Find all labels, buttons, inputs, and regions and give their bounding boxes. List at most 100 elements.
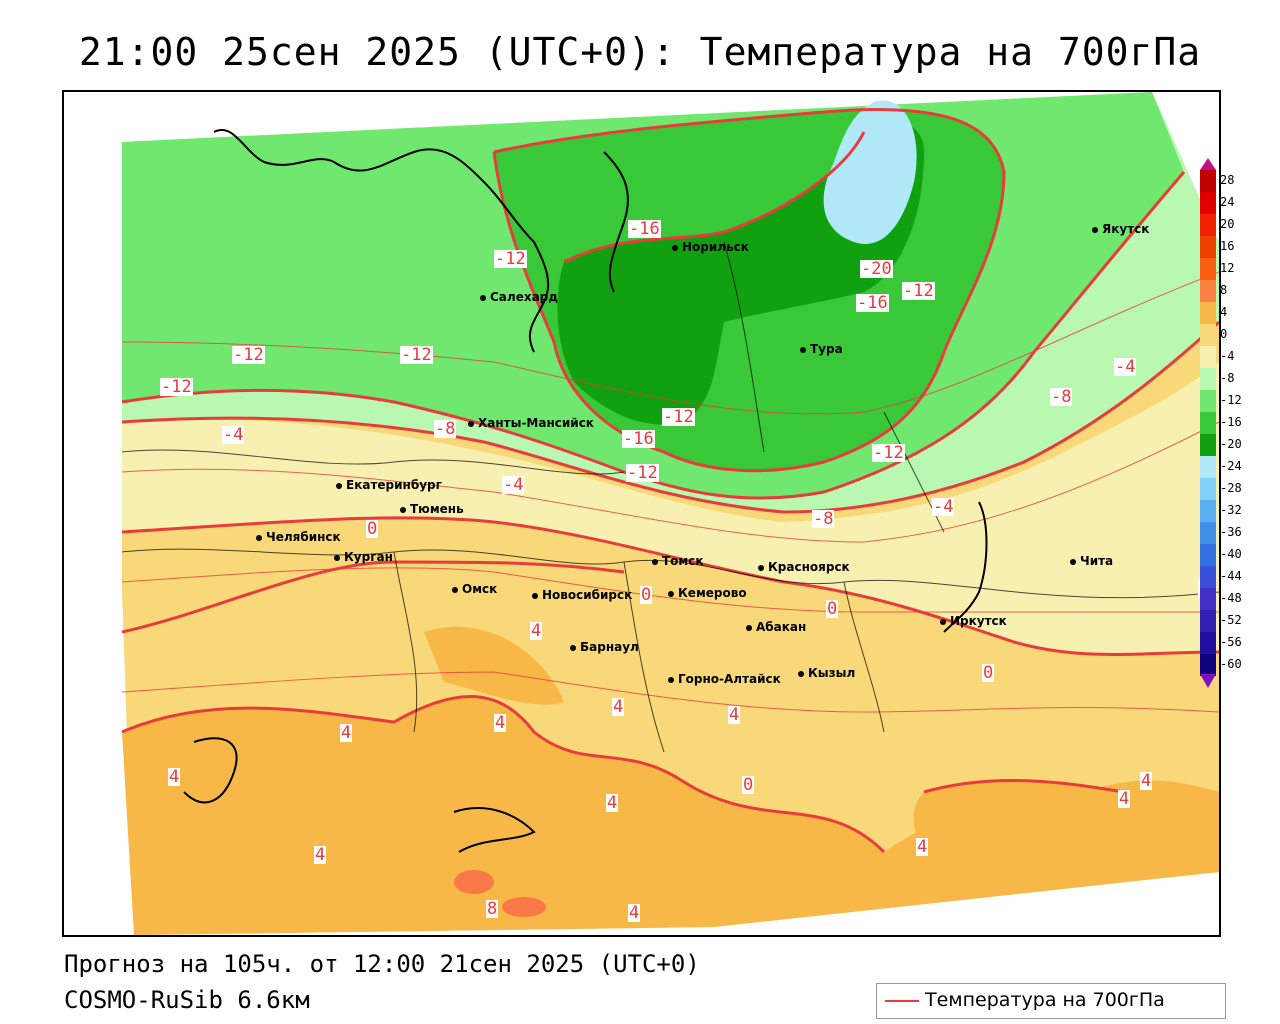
- scale-tick-label: 16: [1220, 239, 1235, 253]
- city-abakan: Абакан: [746, 620, 806, 634]
- scale-tick-label: 0: [1220, 327, 1228, 341]
- scale-color-step: [1200, 610, 1216, 632]
- contour-label: -12: [400, 345, 433, 365]
- contour-label: -16: [622, 429, 655, 449]
- city-kurgan: Курган: [334, 550, 393, 564]
- scale-tick-label: 20: [1220, 217, 1235, 231]
- contour-label: 4: [340, 723, 353, 743]
- contour-label: 4: [728, 705, 741, 725]
- contour-label: 4: [168, 767, 181, 787]
- scale-tick-label: -40: [1220, 547, 1242, 561]
- legend-label: Температура на 700гПа: [925, 989, 1165, 1011]
- contour-label: 8: [486, 899, 499, 919]
- scale-tick-label: 24: [1220, 195, 1235, 209]
- city-dot-icon: [256, 534, 262, 541]
- scale-color-step: [1200, 214, 1216, 236]
- city-dot-icon: [400, 506, 406, 513]
- contour-label: -12: [232, 345, 265, 365]
- scale-arrow-up-icon: [1200, 158, 1216, 170]
- plus4-region: [122, 696, 1219, 935]
- region-borders: [121, 241, 1219, 753]
- scale-color-step: [1200, 654, 1216, 676]
- scale-color-step: [1200, 522, 1216, 544]
- city-dot-icon: [334, 554, 340, 561]
- coastlines: [183, 129, 988, 853]
- scale-color-step: [1200, 390, 1216, 412]
- scale-tick-label: 4: [1220, 305, 1228, 319]
- city-dot-icon: [758, 564, 764, 571]
- city-krasnoyarsk: Красноярск: [758, 560, 850, 574]
- contour-label: 0: [826, 599, 839, 619]
- city-novosibirsk: Новосибирск: [532, 588, 632, 602]
- city-chita: Чита: [1070, 554, 1113, 568]
- contour-label: 4: [1140, 771, 1153, 791]
- city-norilsk: Норильск: [672, 240, 749, 254]
- contour-label: 0: [366, 519, 379, 539]
- scale-tick-label: 28: [1220, 173, 1235, 187]
- contour-label: 0: [640, 585, 653, 605]
- city-yakutsk: Якутск: [1092, 222, 1149, 236]
- city-tyumen: Тюмень: [400, 502, 464, 516]
- city-dot-icon: [1070, 558, 1076, 565]
- scale-color-step: [1200, 478, 1216, 500]
- contour-label: 4: [612, 697, 625, 717]
- thin-isotherms: [121, 271, 1219, 713]
- city-dot-icon: [668, 676, 674, 683]
- city-barnaul: Барнаул: [570, 640, 639, 654]
- contour-label: -4: [222, 425, 245, 445]
- city-dot-icon: [336, 482, 342, 489]
- scale-tick-label: -8: [1220, 371, 1235, 385]
- city-chelyabinsk: Челябинск: [256, 530, 341, 544]
- scale-color-step: [1200, 500, 1216, 522]
- city-dot-icon: [532, 592, 538, 599]
- scale-color-step: [1200, 434, 1216, 456]
- scale-color-step: [1200, 566, 1216, 588]
- contour-label: -12: [494, 249, 527, 269]
- contour-label: -4: [932, 497, 955, 517]
- scale-color-step: [1200, 192, 1216, 214]
- contour-label: -8: [1050, 387, 1073, 407]
- contour-label: -12: [872, 443, 905, 463]
- contour-label: -12: [626, 463, 659, 483]
- city-salekhard: Салехард: [480, 290, 558, 304]
- city-dot-icon: [452, 586, 458, 593]
- scale-tick-label: -36: [1220, 525, 1242, 539]
- scale-tick-label: -16: [1220, 415, 1242, 429]
- scale-color-step: [1200, 412, 1216, 434]
- scale-color-step: [1200, 324, 1216, 346]
- scale-tick-label: -56: [1220, 635, 1242, 649]
- contour-label: -16: [856, 293, 889, 313]
- contour-label: 4: [314, 845, 327, 865]
- city-irkutsk: Иркутск: [940, 614, 1007, 628]
- scale-color-step: [1200, 456, 1216, 478]
- plus8-spot: [454, 870, 494, 894]
- model-info: COSMO-RuSib 6.6км: [64, 986, 310, 1014]
- scale-color-step: [1200, 346, 1216, 368]
- city-dot-icon: [672, 244, 678, 251]
- scale-tick-label: -4: [1220, 349, 1235, 363]
- city-gorno-altaysk: Горно-Алтайск: [668, 672, 781, 686]
- contour-label: 4: [530, 621, 543, 641]
- city-kyzyl: Кызыл: [798, 666, 855, 680]
- forecast-info: Прогноз на 105ч. от 12:00 21сен 2025 (UT…: [64, 950, 700, 978]
- forecast-map: Норильск Якутск Салехард Тура Ханты-Манс…: [62, 90, 1221, 937]
- contour-label: -8: [812, 509, 835, 529]
- contour-label: -16: [628, 219, 661, 239]
- city-dot-icon: [800, 346, 806, 353]
- minus24-region: [823, 100, 917, 244]
- contour-label: 4: [628, 903, 641, 923]
- contour-lines: [121, 108, 1219, 854]
- contour-label: -8: [434, 419, 457, 439]
- scale-bar: [1200, 158, 1216, 688]
- scale-tick-label: -28: [1220, 481, 1242, 495]
- scale-color-step: [1200, 170, 1216, 192]
- contour-label: -20: [860, 259, 893, 279]
- temperature-field: [64, 92, 1219, 935]
- city-dot-icon: [468, 420, 474, 427]
- scale-color-step: [1200, 258, 1216, 280]
- map-title: 21:00 25сен 2025 (UTC+0): Температура на…: [78, 30, 1202, 74]
- plus4-region-3: [913, 780, 1124, 862]
- scale-tick-label: -32: [1220, 503, 1242, 517]
- contour-label: 4: [916, 837, 929, 857]
- scale-tick-label: 12: [1220, 261, 1235, 275]
